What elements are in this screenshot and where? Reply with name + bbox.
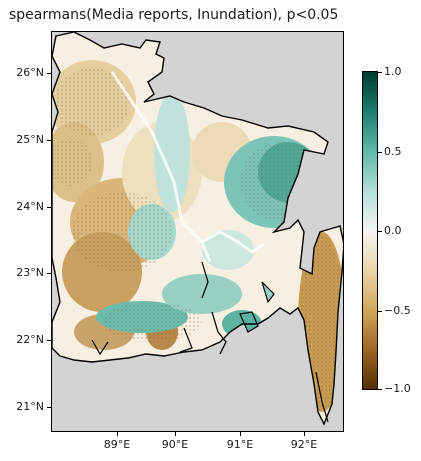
lon-tickmark bbox=[304, 432, 305, 436]
lon-tick-90: 90°E bbox=[161, 438, 189, 451]
colorbar-tick bbox=[378, 152, 382, 153]
colorbar-tick bbox=[378, 311, 382, 312]
colorbar-label-zero: 0.0 bbox=[384, 224, 402, 237]
colorbar bbox=[362, 71, 378, 390]
lon-tick-92: 92°E bbox=[290, 438, 318, 451]
colorbar-label-neg-half: −0.5 bbox=[384, 304, 411, 317]
map-area bbox=[51, 31, 344, 432]
lat-tick-21: 21°N bbox=[16, 400, 44, 413]
colorbar-tick bbox=[378, 72, 382, 73]
map-title: spearmans(Media reports, Inundation), p<… bbox=[9, 7, 339, 23]
lon-tickmark bbox=[175, 432, 176, 436]
lat-tickmark bbox=[47, 340, 51, 341]
lat-tickmark bbox=[47, 73, 51, 74]
lat-tick-23: 23°N bbox=[16, 266, 44, 279]
lat-tick-25: 25°N bbox=[16, 133, 44, 146]
colorbar-tick bbox=[378, 389, 382, 390]
lat-tick-26: 26°N bbox=[16, 66, 44, 79]
lon-tickmark bbox=[240, 432, 241, 436]
lon-tick-91: 91°E bbox=[226, 438, 254, 451]
colorbar-tick bbox=[378, 231, 382, 232]
map-canvas bbox=[52, 32, 343, 425]
lat-tickmark bbox=[47, 407, 51, 408]
lat-tickmark bbox=[47, 207, 51, 208]
lat-tickmark bbox=[47, 140, 51, 141]
lat-tick-22: 22°N bbox=[16, 333, 44, 346]
colorbar-label-max: 1.0 bbox=[384, 65, 402, 78]
lat-tick-24: 24°N bbox=[16, 200, 44, 213]
colorbar-label-half: 0.5 bbox=[384, 145, 402, 158]
lat-tickmark bbox=[47, 273, 51, 274]
colorbar-label-min: −1.0 bbox=[384, 382, 411, 395]
lon-tick-89: 89°E bbox=[103, 438, 131, 451]
correlation-field bbox=[52, 32, 343, 424]
lon-tickmark bbox=[117, 432, 118, 436]
